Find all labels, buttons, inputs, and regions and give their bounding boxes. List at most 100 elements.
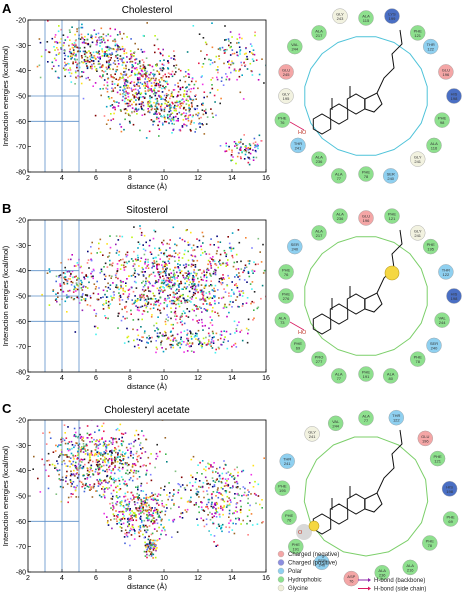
- data-point: [244, 153, 247, 156]
- data-point: [112, 68, 114, 71]
- data-point: [123, 93, 126, 96]
- data-point: [107, 78, 109, 80]
- data-point: [95, 68, 98, 70]
- data-point: [112, 76, 114, 79]
- data-point: [108, 465, 111, 467]
- data-point: [138, 62, 141, 64]
- data-point: [114, 28, 116, 31]
- data-point: [195, 290, 197, 292]
- data-point: [134, 258, 137, 261]
- data-point: [238, 142, 241, 144]
- data-point: [221, 76, 223, 79]
- data-point: [198, 62, 200, 65]
- data-point: [89, 433, 92, 436]
- data-point: [115, 458, 118, 461]
- data-point: [132, 471, 135, 474]
- data-point: [127, 504, 130, 506]
- data-point: [195, 492, 197, 495]
- data-point: [226, 480, 228, 482]
- data-point: [197, 114, 199, 117]
- residue-number: 236: [337, 216, 344, 221]
- data-point: [110, 497, 113, 500]
- data-point: [242, 98, 245, 100]
- data-point: [251, 58, 254, 60]
- data-point: [62, 67, 65, 70]
- data-point: [236, 482, 239, 485]
- data-point: [48, 304, 51, 306]
- data-point: [140, 448, 142, 450]
- data-point: [191, 308, 194, 311]
- data-point: [173, 302, 175, 305]
- data-point: [166, 94, 168, 97]
- data-point: [159, 84, 162, 87]
- residue-number: 240: [431, 345, 438, 350]
- data-point: [84, 445, 87, 447]
- x-tick-label: 16: [262, 175, 270, 182]
- data-point: [257, 79, 260, 81]
- data-point: [109, 235, 111, 237]
- data-point: [202, 337, 205, 340]
- data-point: [103, 488, 106, 491]
- data-point: [58, 77, 60, 79]
- data-point: [180, 113, 183, 116]
- data-point: [249, 283, 252, 285]
- data-point: [245, 302, 248, 304]
- data-point: [143, 332, 146, 334]
- data-point: [184, 272, 186, 274]
- data-point: [164, 280, 167, 283]
- data-point: [151, 539, 154, 542]
- data-point: [114, 466, 116, 468]
- data-point: [125, 261, 128, 263]
- data-point: [232, 247, 235, 250]
- data-point: [168, 55, 170, 57]
- data-point: [173, 489, 175, 491]
- data-point: [204, 299, 207, 302]
- data-point: [149, 337, 151, 339]
- data-point: [182, 276, 185, 279]
- data-point: [244, 267, 246, 269]
- data-point: [169, 114, 171, 116]
- data-point: [228, 242, 231, 245]
- data-point: [55, 493, 58, 495]
- data-point: [77, 444, 80, 446]
- ring-b: [329, 303, 349, 325]
- data-point: [157, 117, 160, 120]
- data-point: [172, 302, 174, 305]
- data-point: [154, 282, 157, 285]
- data-point: [249, 504, 251, 507]
- data-point: [195, 478, 197, 480]
- data-point: [74, 444, 76, 447]
- data-point: [203, 110, 206, 112]
- data-point: [120, 110, 122, 112]
- data-point: [174, 293, 177, 295]
- data-point: [187, 116, 190, 119]
- data-point: [76, 62, 79, 65]
- data-point: [218, 347, 220, 350]
- data-point: [127, 340, 130, 343]
- data-point: [220, 297, 223, 300]
- data-point: [57, 296, 59, 298]
- data-point: [217, 487, 219, 489]
- data-point: [158, 289, 160, 292]
- data-point: [116, 427, 119, 430]
- binding-pocket-outline: [304, 36, 428, 156]
- data-point: [112, 504, 114, 507]
- data-point: [238, 494, 240, 497]
- data-point: [102, 461, 104, 464]
- data-point: [153, 294, 155, 297]
- data-point: [230, 248, 233, 250]
- data-point: [212, 466, 214, 468]
- data-point: [118, 78, 121, 81]
- data-point: [41, 293, 43, 296]
- data-point: [217, 289, 219, 291]
- data-point: [125, 463, 128, 465]
- data-point: [141, 519, 143, 522]
- data-point: [106, 84, 109, 87]
- data-point: [138, 76, 141, 79]
- data-point: [129, 544, 131, 547]
- data-point: [154, 539, 156, 542]
- data-point: [109, 450, 111, 453]
- data-point: [100, 268, 103, 271]
- legend-label: Charged (positive): [288, 561, 337, 567]
